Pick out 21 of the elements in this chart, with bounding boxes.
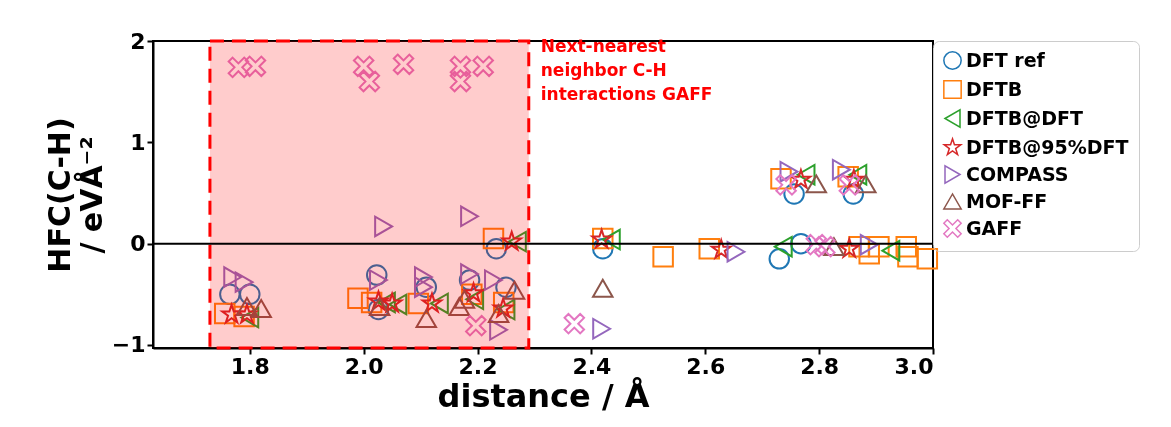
band-label: Next-nearest neighbor C-H interactions GAFF (540, 36, 713, 104)
x-tick-label: 1.8 (230, 353, 270, 379)
x-tick-label: 2.4 (572, 353, 612, 379)
y-tick-label: 0 (130, 231, 146, 257)
x-tick-label: 2.2 (458, 353, 498, 379)
x-tick-label: 2.0 (344, 353, 384, 379)
legend-label: DFT ref (966, 48, 1046, 71)
x-axis-title: distance / Å (437, 376, 650, 415)
x-tick-label: 3.0 (894, 353, 934, 379)
y-axis-title: HFC(C-H) / eVÅ⁻² (41, 117, 109, 273)
legend-label: MOF-FF (966, 189, 1048, 212)
x-tick-label: 2.8 (800, 353, 840, 379)
y-tick-label: 1 (130, 129, 146, 155)
legend-label: DFTB@95%DFT (966, 135, 1129, 158)
legend-label: DFTB (966, 77, 1023, 100)
legend-label: GAFF (966, 216, 1023, 239)
legend-label: DFTB@DFT (966, 106, 1083, 129)
y-tick-label: 2 (130, 28, 146, 54)
y-tick-label: −1 (111, 332, 146, 358)
legend-label: COMPASS (966, 162, 1069, 185)
x-tick-label: 2.6 (686, 353, 726, 379)
